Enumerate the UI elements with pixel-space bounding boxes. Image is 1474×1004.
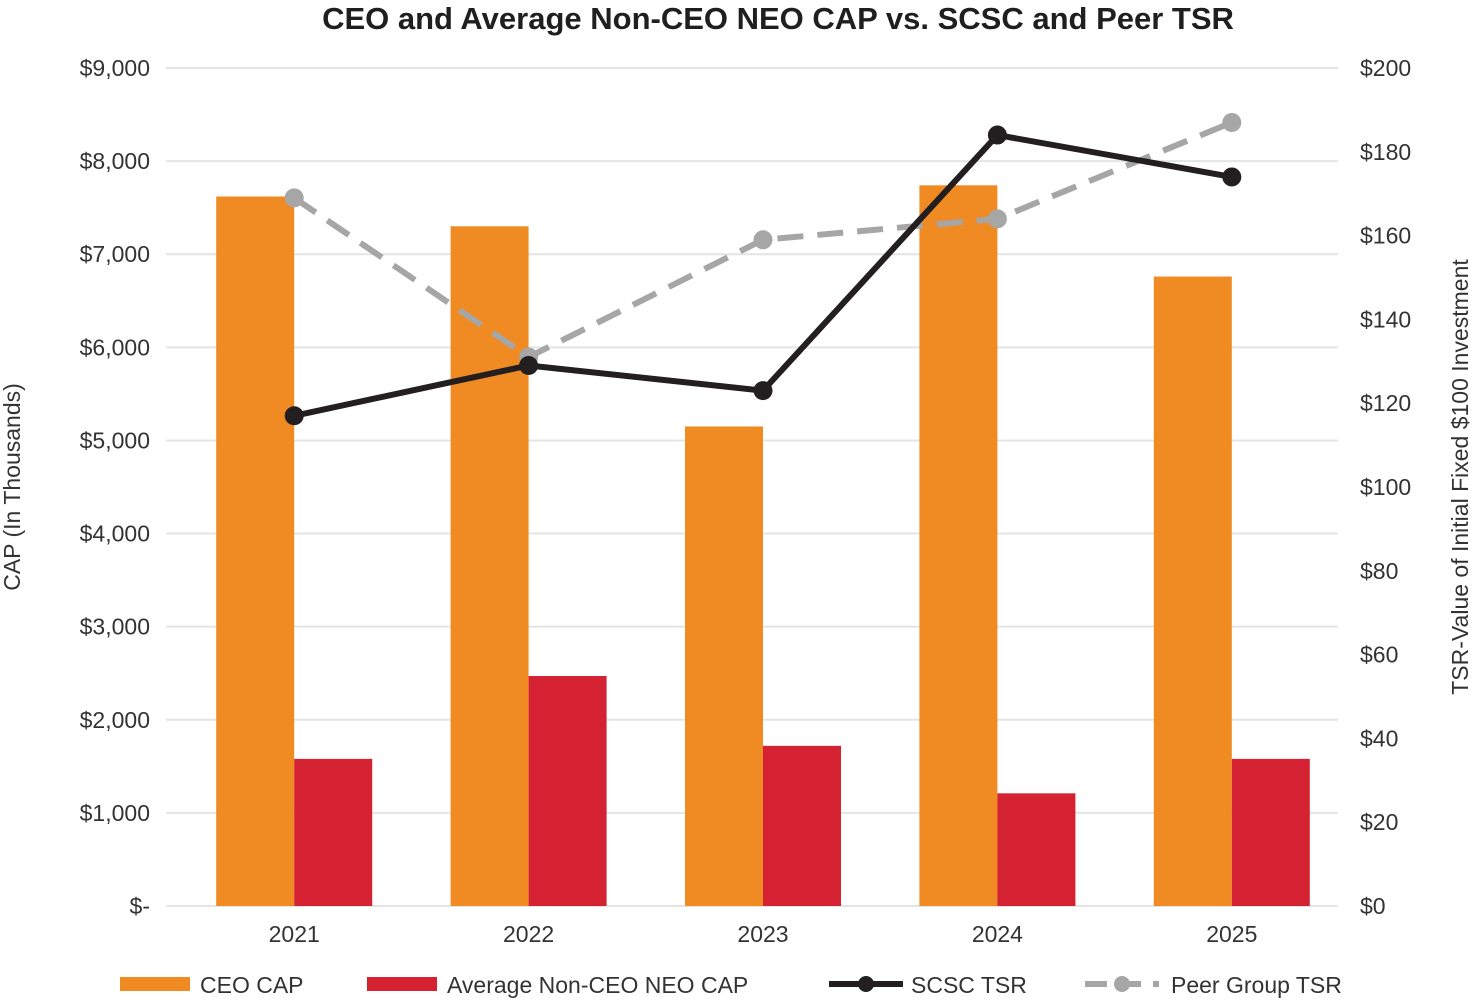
legend: CEO CAP Average Non-CEO NEO CAP SCSC TSR Pe… <box>120 972 1342 998</box>
y-axis-label: CAP (In Thousands) <box>0 383 25 591</box>
y-tick-label: $3,000 <box>80 614 150 640</box>
bar-average-non-ceo-neo-cap-2024 <box>997 793 1076 906</box>
legend-label-scsc-tsr: SCSC TSR <box>911 972 1027 998</box>
axes: $- $1,000 $2,000 $3,000 $4,000 $5,000 $6,000 $7… <box>80 55 1412 947</box>
y2-tick-label: $80 <box>1360 558 1398 584</box>
y2-tick-label: $120 <box>1360 390 1411 416</box>
y2-tick-label: $40 <box>1360 725 1398 751</box>
legend-label-peer-group-tsr: Peer Group TSR <box>1171 972 1342 998</box>
legend-swatch-ceo-cap <box>120 977 190 991</box>
y2-tick-label: $180 <box>1360 139 1411 165</box>
y2-tick-label: $60 <box>1360 642 1398 668</box>
bar-average-non-ceo-neo-cap-2025 <box>1231 758 1310 906</box>
y-tick-label: $5,000 <box>80 427 150 453</box>
y2-tick-label: $100 <box>1360 474 1411 500</box>
y2-tick-label: $140 <box>1360 306 1411 332</box>
point-scsc-tsr-2023 <box>753 381 773 401</box>
chart-title: CEO and Average Non-CEO NEO CAP vs. SCSC… <box>322 1 1234 36</box>
y-tick-label: $8,000 <box>80 148 150 174</box>
bar-ceo-cap-2022 <box>450 226 529 907</box>
bar-average-non-ceo-neo-cap-2021 <box>294 758 373 906</box>
y-tick-label: $2,000 <box>80 707 150 733</box>
bar-ceo-cap-2024 <box>919 185 998 906</box>
bars <box>216 185 1310 907</box>
lines <box>284 112 1242 426</box>
bar-ceo-cap-2023 <box>685 426 763 906</box>
y-tick-label: $7,000 <box>80 241 150 267</box>
point-peer-group-tsr-2023 <box>753 230 773 250</box>
point-scsc-tsr-2021 <box>284 406 304 426</box>
y2-tick-label: $0 <box>1360 893 1386 919</box>
bar-average-non-ceo-neo-cap-2022 <box>528 676 607 906</box>
y2-tick-label: $20 <box>1360 809 1398 835</box>
y-tick-label: $4,000 <box>80 521 150 547</box>
point-scsc-tsr-2024 <box>987 125 1007 145</box>
bar-ceo-cap-2025 <box>1153 276 1232 907</box>
point-scsc-tsr-2022 <box>519 355 539 375</box>
point-peer-group-tsr-2024 <box>987 209 1007 229</box>
legend-label-average-non-ceo-neo-cap: Average Non-CEO NEO CAP <box>447 972 748 998</box>
x-tick-label: 2023 <box>737 921 788 947</box>
bar-ceo-cap-2021 <box>216 196 295 906</box>
y-tick-label: $1,000 <box>80 800 150 826</box>
legend-marker-peer-group-tsr <box>1114 976 1130 992</box>
x-tick-label: 2025 <box>1206 921 1257 947</box>
x-tick-label: 2024 <box>972 921 1023 947</box>
y2-tick-label: $160 <box>1360 223 1411 249</box>
x-tick-label: 2022 <box>503 921 554 947</box>
x-tick-label: 2021 <box>269 921 320 947</box>
legend-swatch-average-non-ceo-neo-cap <box>367 977 437 991</box>
bar-average-non-ceo-neo-cap-2023 <box>763 745 841 906</box>
legend-marker-scsc-tsr <box>858 976 874 992</box>
y-tick-label: $9,000 <box>80 55 150 81</box>
y2-tick-label: $200 <box>1360 55 1411 81</box>
y2-axis-label: TSR-Value of Initial Fixed $100 Investme… <box>1447 259 1473 695</box>
legend-label-ceo-cap: CEO CAP <box>200 972 304 998</box>
y-tick-label: $6,000 <box>80 334 150 360</box>
point-peer-group-tsr-2021 <box>284 188 304 208</box>
y-tick-label: $- <box>130 893 150 919</box>
point-scsc-tsr-2025 <box>1222 167 1242 187</box>
point-peer-group-tsr-2025 <box>1222 112 1242 132</box>
